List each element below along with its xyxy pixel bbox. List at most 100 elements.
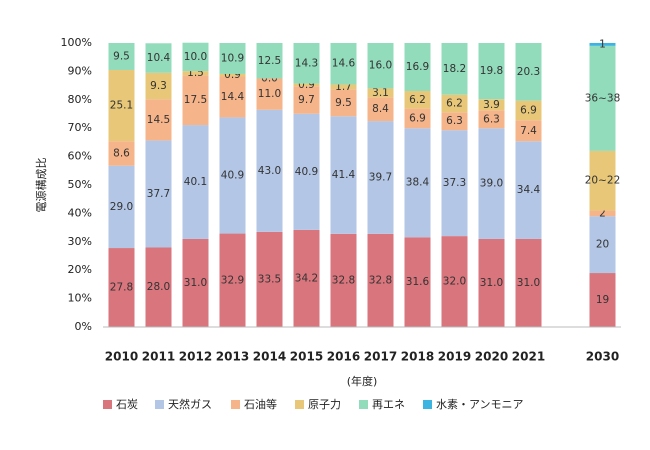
bar-segment — [589, 45, 616, 151]
bar-segment — [404, 128, 431, 238]
legend-label: 再エネ — [372, 398, 405, 411]
x-axis-label: (年度) — [347, 374, 378, 388]
value-label: 17.5 — [184, 94, 207, 106]
value-label: 19 — [596, 294, 609, 306]
legend-swatch — [359, 400, 368, 409]
bar-segment — [441, 130, 468, 237]
bar-segment — [330, 233, 357, 327]
value-label: 6.3 — [483, 113, 500, 125]
value-label: 31.6 — [406, 276, 430, 288]
bar-segment — [330, 84, 357, 90]
value-label: 32.0 — [443, 276, 466, 288]
bar-segment — [182, 71, 209, 76]
value-label: 8.4 — [372, 103, 389, 115]
value-label: 39.7 — [369, 171, 392, 183]
value-label: 11.0 — [258, 88, 281, 100]
value-label: 34.2 — [295, 272, 318, 284]
value-label: 20 — [596, 239, 609, 251]
bar-segment — [219, 73, 246, 77]
bar-segment — [367, 121, 394, 234]
bar-segment — [219, 117, 246, 234]
value-label: 6.3 — [446, 115, 463, 127]
bar-segment — [293, 86, 320, 114]
x-tick-label: 2015 — [290, 350, 323, 364]
bar-segment — [515, 120, 542, 142]
bar-segment — [182, 238, 209, 327]
value-label: 40.9 — [221, 169, 244, 181]
value-label: 39.0 — [480, 178, 503, 190]
bar-segment — [108, 69, 135, 142]
bar-segment — [219, 43, 246, 74]
bar-segment — [515, 100, 542, 121]
bar-segment — [404, 108, 431, 129]
bar-segment — [293, 43, 320, 84]
value-label: 14.6 — [332, 58, 356, 70]
value-label: 6.9 — [520, 104, 537, 116]
bar-segment — [330, 116, 357, 234]
bar-segment — [256, 43, 283, 79]
bar-segment — [256, 231, 283, 327]
value-label: 16.9 — [406, 61, 429, 73]
bar-segment — [589, 150, 616, 211]
legend-swatch — [423, 400, 432, 409]
bar-segment — [441, 236, 468, 327]
value-label: 14.3 — [295, 57, 318, 69]
value-label: 6.2 — [446, 97, 463, 109]
value-label: 32.9 — [221, 274, 244, 286]
value-label: 10.4 — [147, 52, 171, 64]
value-label: 37.3 — [443, 177, 466, 189]
bar-segment — [589, 216, 616, 274]
bar-segment — [256, 78, 283, 110]
value-label: 14.5 — [147, 114, 170, 126]
value-label: 25.1 — [110, 100, 133, 112]
x-tick-label: 2010 — [105, 350, 138, 364]
bar-segment — [515, 238, 542, 327]
y-tick-label: 100% — [61, 36, 92, 49]
x-tick-label: 2030 — [586, 350, 619, 364]
value-label: 18.2 — [443, 63, 466, 75]
value-label: 32.8 — [369, 274, 392, 286]
x-tick-label: 2014 — [253, 350, 286, 364]
bar-segment — [478, 110, 505, 129]
y-tick-label: 20% — [68, 263, 92, 276]
value-label: 2 — [599, 207, 606, 219]
value-label: 36~38 — [585, 92, 621, 104]
bar-segment — [145, 247, 172, 327]
bar-segment — [367, 97, 394, 122]
value-label: 43.0 — [258, 165, 281, 177]
bar-segment — [478, 128, 505, 239]
bar-segment — [182, 75, 209, 126]
bar-segment — [256, 109, 283, 232]
bar-segment — [478, 238, 505, 327]
value-label: 9.7 — [298, 94, 315, 106]
bar-segment — [404, 237, 431, 327]
bar-segment — [293, 229, 320, 327]
y-tick-label: 40% — [68, 206, 92, 219]
legend-label: 石炭 — [116, 398, 138, 411]
value-label: 20.3 — [517, 66, 540, 78]
value-label: 31.0 — [517, 277, 540, 289]
value-label: 8.6 — [113, 147, 130, 159]
value-label: 6.9 — [409, 112, 426, 124]
value-label: 27.8 — [110, 282, 133, 294]
legend-label: 天然ガス — [168, 397, 212, 411]
bar-segment — [404, 90, 431, 109]
legend-swatch — [295, 400, 304, 409]
x-tick-label: 2018 — [401, 350, 434, 364]
bar-segment — [589, 43, 616, 46]
bar-segment — [293, 83, 320, 87]
value-label: 3.1 — [372, 87, 389, 99]
y-tick-label: 30% — [68, 235, 92, 248]
bar-segment — [330, 43, 357, 85]
value-label: 38.4 — [406, 177, 430, 189]
bar-segment — [219, 76, 246, 118]
y-tick-label: 0% — [75, 320, 92, 333]
value-label: 10.0 — [184, 51, 207, 63]
bar-segment — [589, 273, 616, 327]
y-axis-label: 電源構成比 — [34, 158, 48, 213]
value-label: 19.8 — [480, 65, 503, 77]
legend-label: 石油等 — [244, 397, 277, 411]
value-label: 41.4 — [332, 169, 356, 181]
legend-swatch — [103, 400, 112, 409]
bar-segment — [478, 99, 505, 111]
